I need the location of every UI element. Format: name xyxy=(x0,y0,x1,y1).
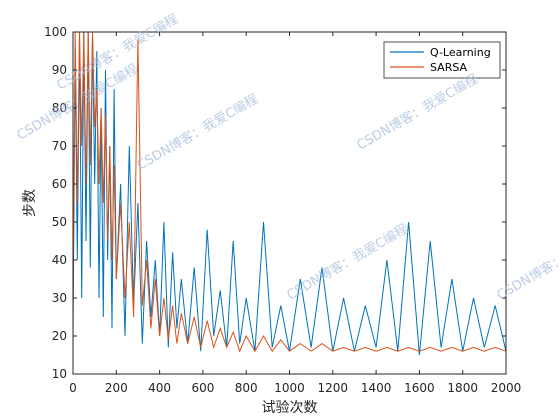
x-tick-label: 0 xyxy=(69,381,77,395)
x-tick-label: 1000 xyxy=(274,381,305,395)
x-axis: 0 200 400 600 800 1000 1200 1400 1600 1800 2000 xyxy=(69,32,521,395)
x-tick-label: 2000 xyxy=(491,381,522,395)
legend-box xyxy=(383,41,501,79)
y-tick-label: 80 xyxy=(52,101,67,115)
x-tick-label: 600 xyxy=(191,381,214,395)
y-axis-label: 步数 xyxy=(22,189,38,217)
x-axis-label: 试验次数 xyxy=(262,400,318,416)
x-tick-label: 1200 xyxy=(318,381,349,395)
y-axis: 10 20 30 40 50 60 70 80 90 100 xyxy=(44,25,506,381)
legend: Q-Learning SARSA xyxy=(383,41,501,79)
series-line-q-learning xyxy=(72,31,507,356)
legend-label-sarsa: SARSA xyxy=(430,61,468,74)
y-tick-label: 60 xyxy=(52,177,67,191)
y-tick-label: 40 xyxy=(52,253,67,267)
x-tick-label: 1400 xyxy=(361,381,392,395)
y-tick-label: 20 xyxy=(52,329,67,343)
x-tick-label: 200 xyxy=(105,381,128,395)
legend-label-q-learning: Q-Learning xyxy=(430,46,491,59)
y-tick-label: 100 xyxy=(44,25,67,39)
series-layer xyxy=(72,31,507,356)
y-tick-label: 10 xyxy=(52,367,67,381)
x-tick-label: 800 xyxy=(235,381,258,395)
x-tick-label: 400 xyxy=(148,381,171,395)
x-tick-label: 1600 xyxy=(404,381,435,395)
x-tick-label: 1800 xyxy=(447,381,478,395)
y-tick-label: 50 xyxy=(52,215,67,229)
series-line-sarsa xyxy=(72,31,507,353)
y-tick-label: 70 xyxy=(52,139,67,153)
plot-area xyxy=(73,32,506,374)
y-tick-label: 30 xyxy=(52,291,67,305)
y-tick-label: 90 xyxy=(52,63,67,77)
